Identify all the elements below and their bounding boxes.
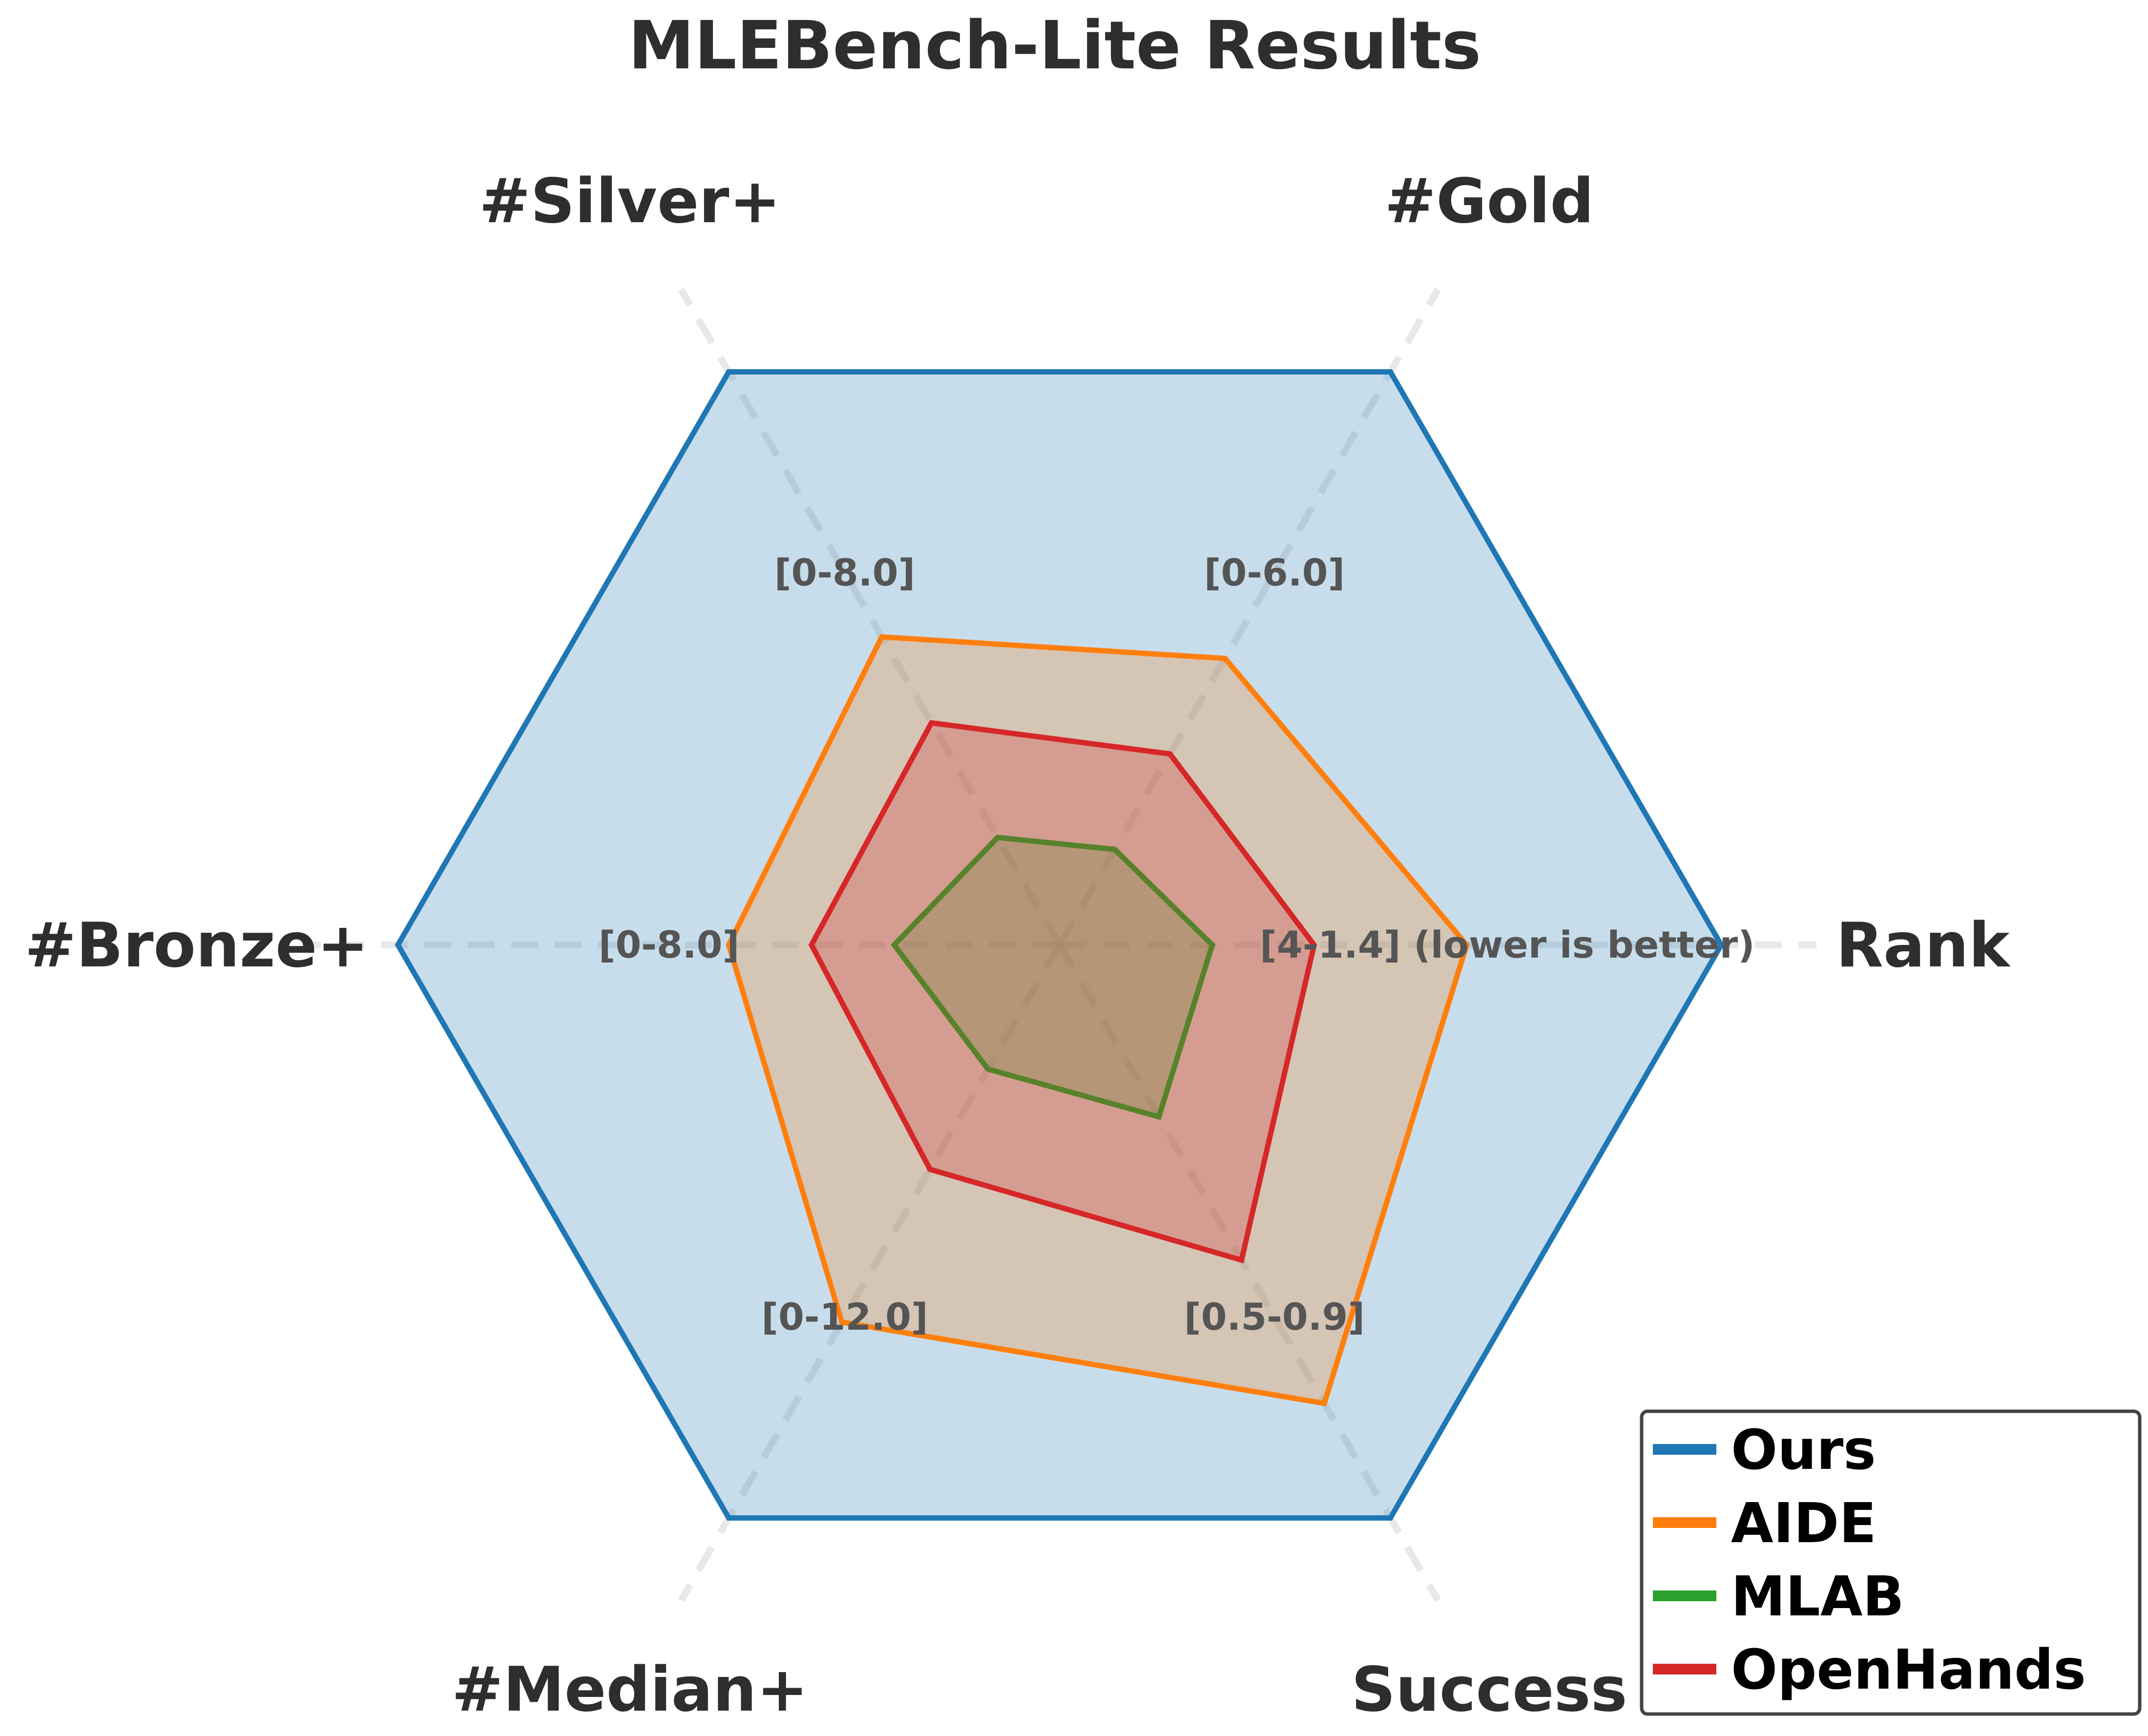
- range-label-3: [0-8.0]: [599, 923, 740, 966]
- legend: Ours AIDE MLAB OpenHands: [1640, 1409, 2142, 1716]
- axis-label-1: #Gold: [1385, 165, 1594, 237]
- axis-spokes: [303, 288, 1816, 1602]
- range-label-4: [0-12.0]: [761, 1295, 928, 1339]
- series-layer: [395, 369, 1725, 1521]
- axis-label-2: #Silver+: [479, 165, 781, 237]
- series-polygon-ours: [395, 369, 1725, 1521]
- range-label-5: [0.5-0.9]: [1184, 1295, 1365, 1339]
- chart-title: MLEBench-Lite Results: [628, 7, 1481, 84]
- legend-frame: [1640, 1409, 2142, 1716]
- axis-label-4: #Median+: [452, 1653, 808, 1725]
- legend-label-mlab: MLAB: [1731, 1565, 1904, 1629]
- series-polygon-mlab: [891, 835, 1215, 1120]
- series-polygon-aide: [726, 634, 1470, 1407]
- axis-spoke-1: [1056, 288, 1441, 947]
- legend-label-aide: AIDE: [1731, 1492, 1877, 1555]
- axis-label-0: Rank: [1836, 909, 2011, 981]
- axis-label-5: Success: [1351, 1653, 1627, 1725]
- axis-spoke-5: [1056, 943, 1441, 1602]
- axis-spoke-4: [678, 943, 1063, 1602]
- axis-spoke-2: [678, 288, 1063, 947]
- range-labels: [4-1.4] (lower is better) [0-6.0] [0-8.0] […: [599, 551, 1755, 1339]
- axis-label-3: #Bronze+: [25, 909, 369, 981]
- series-polygon-openhands: [808, 720, 1317, 1264]
- legend-label-ours: Ours: [1731, 1419, 1876, 1482]
- range-label-2: [0-8.0]: [774, 551, 916, 594]
- legend-label-openhands: OpenHands: [1731, 1638, 2086, 1702]
- axis-labels: Rank #Gold #Silver+ #Bronze+ #Median+ Success: [25, 165, 2011, 1725]
- range-label-0: [4-1.4] (lower is better): [1260, 923, 1755, 966]
- range-label-1: [0-6.0]: [1204, 551, 1345, 594]
